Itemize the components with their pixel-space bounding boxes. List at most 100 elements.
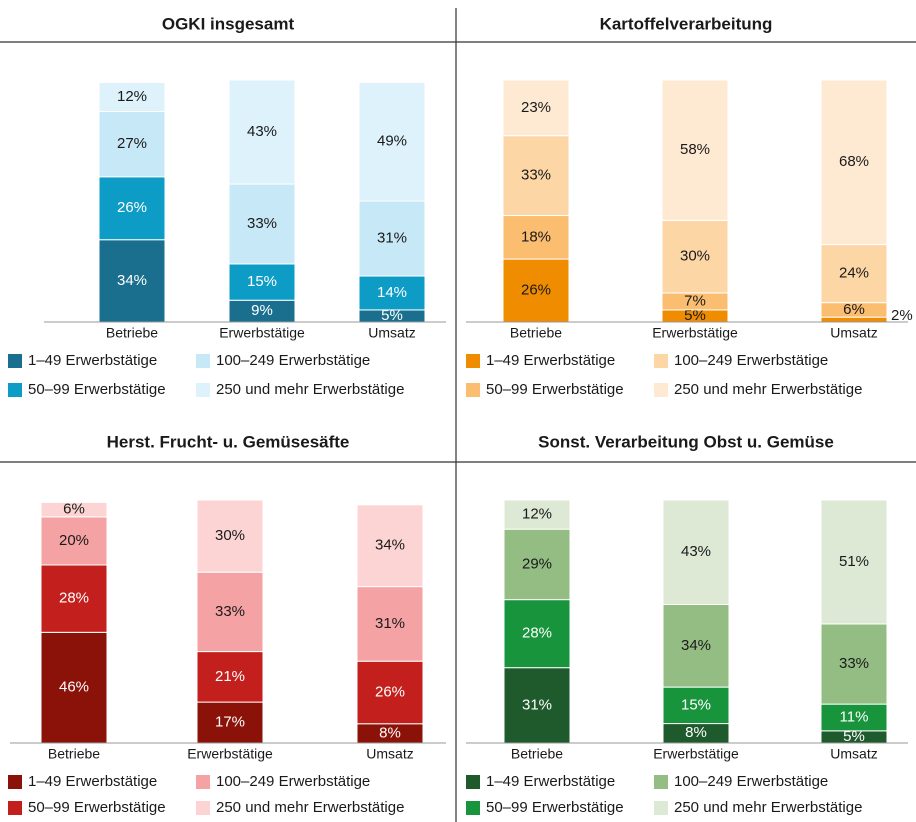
legend-swatch bbox=[196, 775, 210, 789]
legend-label: 100–249 Erwerbstätige bbox=[216, 352, 370, 369]
legend-label: 250 und mehr Erwerbstätige bbox=[674, 799, 862, 816]
data-label: 15% bbox=[681, 696, 711, 713]
data-label: 24% bbox=[839, 265, 869, 282]
bar-segment bbox=[356, 660, 424, 725]
bar-segment bbox=[228, 263, 296, 301]
x-tick-label: Betriebe bbox=[510, 325, 562, 341]
bar-segment bbox=[662, 499, 730, 605]
legend-label: 100–249 Erwerbstätige bbox=[674, 773, 828, 790]
bar-segment bbox=[228, 183, 296, 265]
data-label: 9% bbox=[251, 302, 273, 319]
legend-label: 250 und mehr Erwerbstätige bbox=[674, 381, 862, 398]
x-tick-label: Erwerbstätige bbox=[653, 746, 739, 762]
legend-label: 100–249 Erwerbstätige bbox=[216, 773, 370, 790]
bar-segment bbox=[502, 215, 570, 260]
data-label: 43% bbox=[247, 123, 277, 140]
data-label: 46% bbox=[59, 679, 89, 696]
data-label: 6% bbox=[63, 501, 85, 518]
data-label: 34% bbox=[117, 272, 147, 289]
legend-label: 1–49 Erwerbstätige bbox=[28, 773, 157, 790]
data-label: 8% bbox=[379, 724, 401, 741]
data-label: 43% bbox=[681, 543, 711, 560]
data-label: 21% bbox=[215, 668, 245, 685]
bar-segment bbox=[40, 501, 108, 518]
data-label: 11% bbox=[840, 708, 869, 725]
legend-swatch bbox=[466, 775, 480, 789]
data-label: 12% bbox=[522, 506, 552, 523]
bar-segment bbox=[358, 200, 426, 277]
data-label: 26% bbox=[117, 199, 147, 216]
data-label: 31% bbox=[522, 696, 552, 713]
x-tick-label: Erwerbstätige bbox=[652, 325, 738, 341]
data-label: 68% bbox=[839, 153, 869, 170]
bar-segment bbox=[40, 516, 108, 566]
bar-segment bbox=[503, 667, 571, 744]
data-label: 8% bbox=[685, 724, 707, 741]
data-label: 28% bbox=[59, 590, 89, 607]
legend-label: 1–49 Erwerbstätige bbox=[486, 352, 615, 369]
data-label: 33% bbox=[215, 603, 245, 620]
chart-title: OGKI insgesamt bbox=[162, 14, 295, 33]
data-label: 31% bbox=[375, 615, 405, 632]
bar-segment bbox=[98, 110, 166, 178]
data-label: 33% bbox=[839, 655, 869, 672]
legend-swatch bbox=[654, 383, 668, 397]
legend-label: 1–49 Erwerbstätige bbox=[28, 352, 157, 369]
x-tick-label: Betriebe bbox=[48, 746, 100, 762]
x-tick-label: Umsatz bbox=[830, 325, 877, 341]
bar-segment bbox=[196, 499, 264, 573]
data-label: 17% bbox=[215, 714, 245, 731]
data-label: 15% bbox=[247, 273, 277, 290]
data-label: 33% bbox=[521, 167, 551, 184]
data-label: 23% bbox=[521, 99, 551, 116]
bar-segment bbox=[502, 258, 570, 323]
data-label: 51% bbox=[839, 553, 869, 570]
bar-segment bbox=[503, 528, 571, 601]
bar-segment bbox=[502, 79, 570, 137]
bar-segment bbox=[820, 499, 888, 625]
x-tick-label: Erwerbstätige bbox=[219, 325, 305, 341]
data-label: 12% bbox=[117, 88, 147, 105]
legend-swatch bbox=[8, 354, 22, 368]
x-tick-label: Erwerbstätige bbox=[187, 746, 273, 762]
x-tick-label: Umsatz bbox=[830, 746, 877, 762]
bar-segment bbox=[196, 651, 264, 703]
bar-segment bbox=[502, 135, 570, 217]
legend-swatch bbox=[466, 383, 480, 397]
data-label: 33% bbox=[247, 215, 277, 232]
x-tick-label: Umsatz bbox=[368, 325, 415, 341]
data-label: 31% bbox=[377, 229, 407, 246]
legend-swatch bbox=[196, 801, 210, 815]
bar-segment bbox=[820, 244, 888, 304]
data-label: 2% bbox=[891, 307, 913, 324]
data-label: 30% bbox=[680, 248, 710, 265]
data-label: 7% bbox=[684, 292, 706, 309]
data-label: 20% bbox=[59, 532, 89, 549]
chart-title: Sonst. Verarbeitung Obst u. Gemüse bbox=[538, 432, 834, 451]
legend-label: 1–49 Erwerbstätige bbox=[486, 773, 615, 790]
legend-label: 50–99 Erwerbstätige bbox=[486, 381, 624, 398]
legend-label: 50–99 Erwerbstätige bbox=[28, 381, 166, 398]
bar-segment bbox=[98, 81, 166, 112]
bar-segment bbox=[503, 499, 571, 530]
bar-segment bbox=[661, 79, 729, 221]
bar-segment bbox=[820, 316, 888, 323]
legend-label: 50–99 Erwerbstätige bbox=[28, 799, 166, 816]
legend-swatch bbox=[196, 383, 210, 397]
bar-segment bbox=[503, 599, 571, 669]
bar-segment bbox=[356, 586, 424, 662]
x-tick-label: Betriebe bbox=[511, 746, 563, 762]
data-label: 14% bbox=[377, 284, 407, 301]
legend-swatch bbox=[654, 801, 668, 815]
bar-segment bbox=[98, 239, 166, 323]
bar-segment bbox=[662, 686, 730, 725]
data-label: 27% bbox=[117, 135, 147, 152]
bar-segment bbox=[196, 701, 264, 744]
bar-segment bbox=[228, 79, 296, 185]
legend-label: 250 und mehr Erwerbstätige bbox=[216, 381, 404, 398]
legend-swatch bbox=[8, 775, 22, 789]
bar-segment bbox=[40, 631, 108, 744]
data-label: 26% bbox=[521, 282, 551, 299]
chart-title: Herst. Frucht- u. Gemüsesäfte bbox=[107, 432, 350, 451]
bar-segment bbox=[820, 79, 888, 246]
